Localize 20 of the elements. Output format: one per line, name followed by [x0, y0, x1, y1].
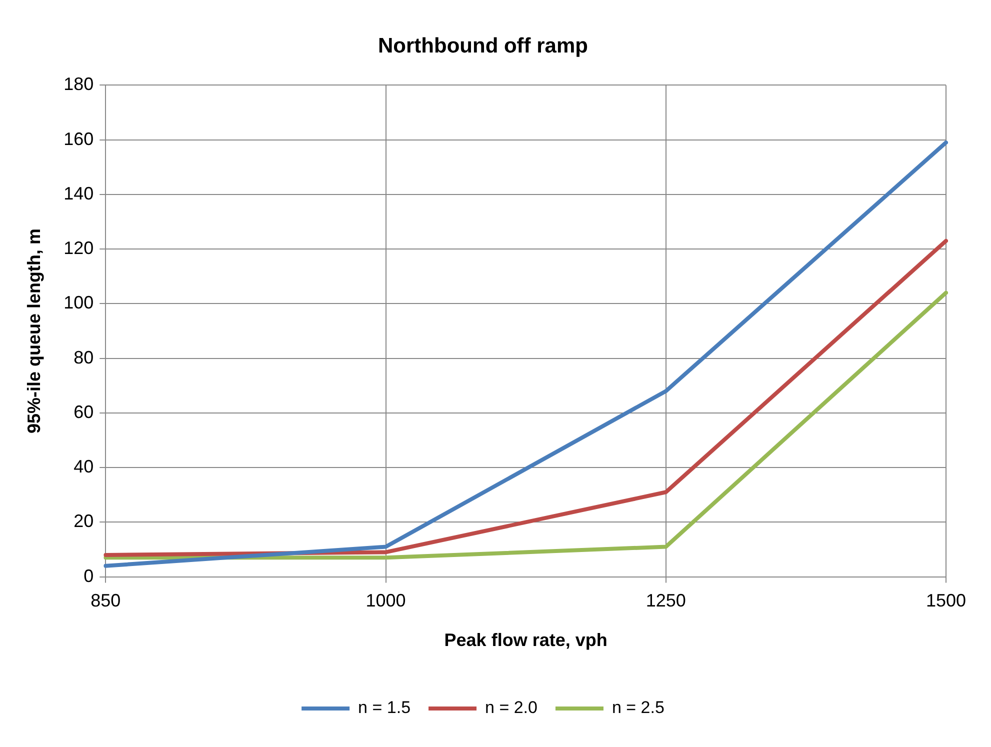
y-tick-label: 140: [64, 183, 94, 204]
legend-label: n = 2.0: [485, 698, 538, 718]
y-tick-label: 80: [74, 347, 94, 368]
y-tick-label: 60: [74, 402, 94, 422]
y-tick-label: 40: [74, 456, 94, 477]
y-tick-label: 100: [64, 292, 94, 313]
y-tick-label: 0: [84, 566, 94, 586]
y-tick-label: 20: [74, 511, 94, 532]
x-tick-label: 1250: [646, 590, 686, 611]
chart-title: Northbound off ramp: [378, 34, 588, 58]
y-axis-title: 95%-ile queue length, m: [24, 228, 44, 434]
x-tick-label: 1000: [366, 590, 406, 611]
y-tick-label: 160: [64, 128, 94, 149]
y-tick-label: 180: [64, 74, 94, 94]
y-tick-label: 120: [64, 238, 94, 258]
x-tick-label: 1500: [926, 590, 966, 611]
legend-label: n = 2.5: [612, 698, 664, 718]
x-tick-label: 850: [90, 590, 121, 611]
legend-label: n = 1.5: [358, 698, 411, 718]
x-axis-title: Peak flow rate, vph: [444, 630, 608, 650]
